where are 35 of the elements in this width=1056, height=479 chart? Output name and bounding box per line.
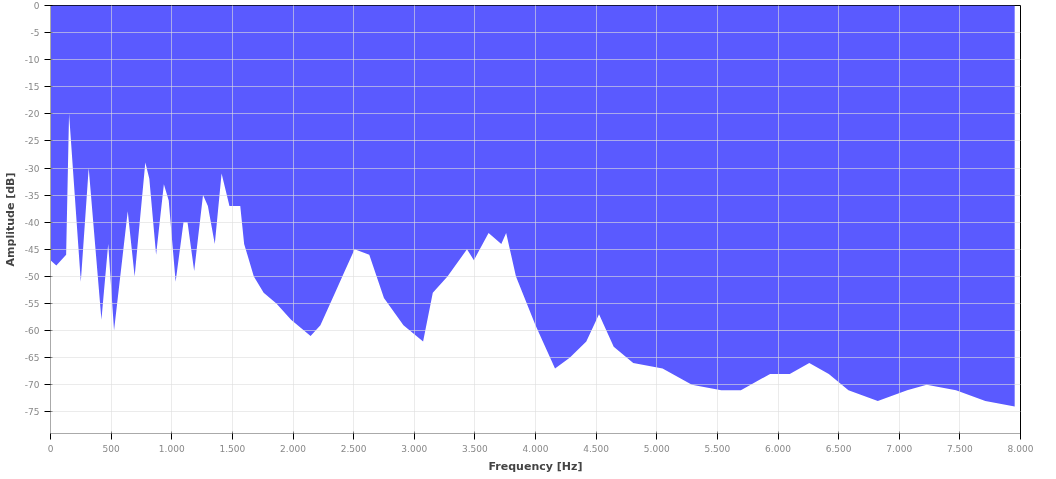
x-tick-label: 2.500: [340, 443, 367, 454]
x-tick-label: 2.000: [280, 443, 307, 454]
y-axis-title: Amplitude [dB]: [3, 172, 17, 267]
x-tick-label: 6.000: [765, 443, 792, 454]
y-tick-label: 0: [33, 1, 40, 11]
y-tick-label: -75: [24, 407, 40, 418]
y-tick-label: -70: [24, 380, 40, 391]
y-tick-label: -5: [30, 28, 40, 39]
x-axis-title: Frequency [Hz]: [488, 459, 583, 473]
x-tick-label: 1.500: [219, 443, 246, 454]
y-tick-label: -10: [24, 55, 40, 66]
y-tick-label: -30: [24, 163, 40, 174]
y-tick-label: -45: [24, 244, 40, 255]
x-tick-label: 4.500: [583, 443, 610, 454]
x-tick-label: 6.500: [825, 443, 852, 454]
x-tick-label: 3.000: [401, 443, 428, 454]
y-tick-label: -35: [24, 190, 40, 201]
x-tick-label: 4.000: [522, 443, 549, 454]
x-tick-label: 1.000: [158, 443, 185, 454]
x-tick-label: 500: [102, 443, 120, 454]
y-tick-label: -65: [24, 353, 40, 364]
x-tick-label: 5.500: [704, 443, 731, 454]
x-tick-label: 0: [47, 443, 54, 454]
y-tick-label: -20: [24, 109, 40, 120]
x-tick-label: 5.000: [643, 443, 670, 454]
y-tick-label: -55: [24, 298, 40, 309]
y-tick-label: -15: [24, 82, 40, 93]
x-tick-label: 8.000: [1007, 443, 1034, 454]
y-tick-label: -60: [24, 326, 40, 337]
y-tick-label: -25: [24, 136, 40, 147]
x-tick-label: 7.000: [886, 443, 913, 454]
y-tick-label: -50: [24, 271, 40, 282]
x-tick-label: 3.500: [461, 443, 489, 454]
y-tick-label: -40: [24, 217, 40, 228]
x-tick-label: 7.500: [946, 443, 974, 454]
